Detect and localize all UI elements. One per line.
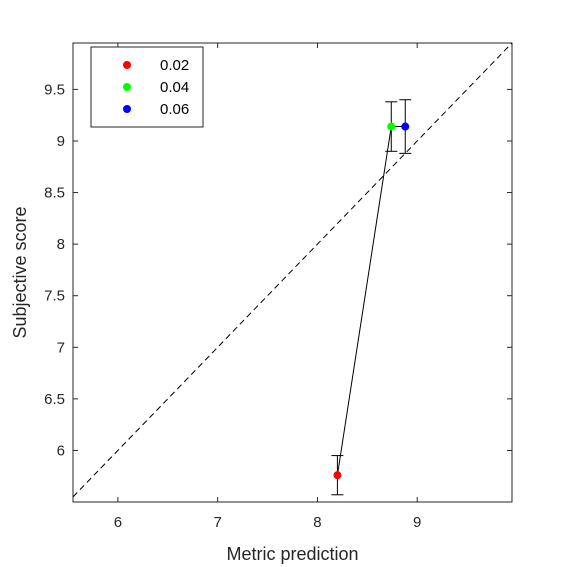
reference-line: [72, 42, 513, 498]
x-axis: 6 7 8 9: [114, 43, 421, 531]
legend-marker: [123, 105, 131, 113]
x-tick-label: 7: [213, 514, 221, 531]
legend-marker: [123, 61, 131, 69]
y-tick-label: 9: [57, 133, 65, 150]
y-axis: 6 6.5 7 7.5 8 8.5 9 9.5: [44, 81, 512, 459]
data-point: [401, 122, 410, 131]
y-axis-label: Subjective score: [10, 206, 30, 338]
x-tick-label: 9: [413, 514, 421, 531]
legend-label: 0.06: [160, 101, 189, 118]
y-tick-label: 7.5: [44, 288, 65, 305]
x-tick-label: 8: [313, 514, 321, 531]
y-tick-label: 8.5: [44, 185, 65, 202]
legend: 0.02 0.04 0.06: [90, 46, 204, 128]
legend-marker: [123, 83, 131, 91]
data-point: [333, 471, 342, 480]
x-axis-label: Metric prediction: [226, 544, 358, 564]
data-layer: [331, 99, 412, 496]
y-tick-label: 9.5: [44, 81, 65, 98]
y-tick-label: 6: [57, 442, 65, 459]
legend-box: [90, 46, 204, 128]
legend-label: 0.02: [160, 57, 189, 74]
reference-line-layer: [72, 42, 513, 498]
y-tick-label: 8: [57, 236, 65, 253]
data-point: [387, 122, 396, 131]
y-tick-label: 7: [57, 339, 65, 356]
legend-label: 0.04: [160, 79, 189, 96]
y-tick-label: 6.5: [44, 391, 65, 408]
x-tick-label: 6: [114, 514, 122, 531]
